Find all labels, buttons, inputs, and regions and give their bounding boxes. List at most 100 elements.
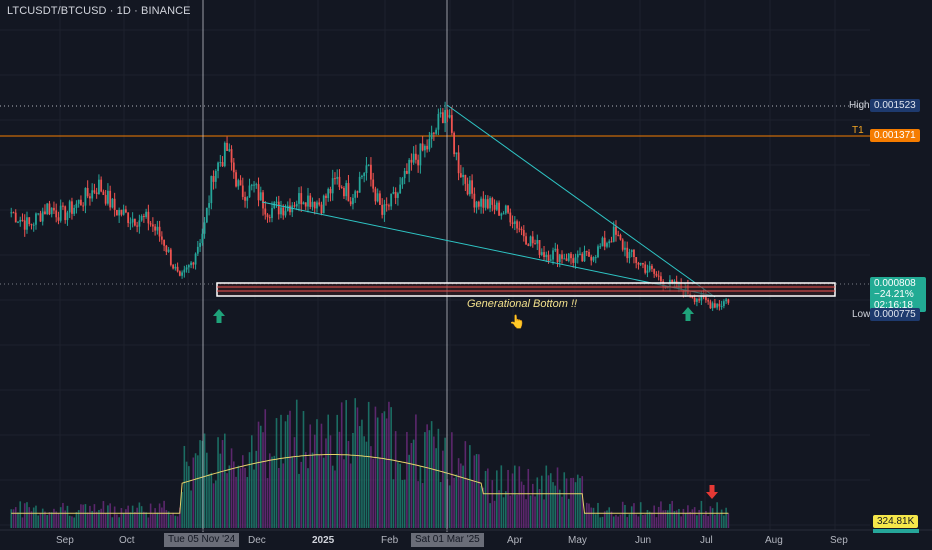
candle-body [203, 222, 206, 234]
volume-bar [224, 433, 226, 528]
volume-bar [266, 478, 269, 528]
candle-body [98, 179, 100, 195]
candle-body [673, 281, 676, 283]
volume-bar [538, 489, 541, 528]
volume-bar [129, 512, 132, 528]
candle-body [493, 204, 496, 210]
x-highlight-nov: Tue 05 Nov '24 [164, 533, 240, 547]
volume-bar [197, 455, 199, 528]
volume-bar [289, 410, 291, 528]
volume-bar [93, 504, 96, 528]
x-label-jul: Jul [700, 535, 713, 546]
volume-bar [549, 473, 552, 528]
candle-body [120, 209, 123, 215]
candle-body [293, 205, 296, 207]
candle-body [73, 207, 76, 214]
volume-bar [304, 452, 307, 528]
candle-body [151, 224, 154, 227]
volume-bar [601, 516, 604, 528]
candle-body [318, 202, 321, 205]
volume-bar [433, 436, 435, 528]
candle-body [471, 180, 473, 194]
volume-bar [107, 505, 109, 528]
candle-body [35, 213, 37, 225]
volume-bar [237, 465, 240, 528]
candle-body [545, 254, 548, 258]
candle-body [615, 226, 617, 235]
candle-body [129, 222, 132, 224]
candle-body [21, 219, 24, 221]
candle-body [57, 217, 60, 221]
candle-body [642, 262, 644, 265]
volume-bar [255, 450, 258, 528]
candle-body [397, 193, 399, 198]
volume-bar [720, 509, 723, 528]
candle-body [84, 187, 87, 206]
candle-body [610, 241, 613, 243]
bar-countdown: 02:16:18 [874, 300, 913, 311]
candle-body [275, 201, 278, 203]
candle-body [71, 201, 73, 214]
volume-bar [707, 516, 709, 528]
volume-bar [576, 474, 579, 528]
x-label-sep-2: Sep [830, 535, 848, 546]
volume-bar [363, 436, 365, 528]
candle-body [363, 173, 366, 176]
volume-bar [149, 503, 152, 528]
candle-body [271, 208, 273, 218]
volume-bar [428, 430, 431, 528]
x-label-aug: Aug [765, 535, 783, 546]
candle-body [298, 193, 300, 204]
candle-body [394, 192, 397, 198]
volume-bar [241, 455, 244, 528]
candle-body [695, 299, 698, 302]
candle-body [430, 132, 433, 140]
candle-body [264, 208, 267, 215]
volume-bar [30, 511, 33, 528]
candle-body [635, 257, 638, 263]
candle-body [376, 193, 379, 202]
volume-bar [588, 503, 590, 528]
volume-bar [361, 419, 363, 528]
candle-body [446, 110, 449, 118]
candle-body [466, 183, 469, 195]
volume-bar [345, 400, 348, 528]
candle-body [711, 303, 714, 309]
volume-bar [653, 505, 655, 528]
candle-body [304, 202, 307, 207]
volume-bar [570, 477, 572, 528]
candle-body [100, 179, 103, 192]
volume-bar [239, 468, 242, 528]
volume-bar [23, 503, 26, 528]
candle-body [601, 237, 604, 247]
volume-bar [624, 504, 626, 528]
candle-body [259, 192, 262, 201]
volume-bar [307, 468, 309, 528]
volume-bar [527, 468, 530, 528]
candle-body [59, 205, 62, 221]
candle-body [401, 178, 404, 185]
candle-body [570, 253, 572, 259]
candle-body [118, 209, 121, 216]
candle-body [455, 152, 458, 155]
volume-bar [556, 467, 559, 528]
arrow-down-icon [706, 485, 718, 499]
volume-bar [718, 514, 721, 528]
last-change: −24.21% [874, 289, 914, 300]
volume-bar [417, 481, 419, 528]
candle-body [556, 248, 559, 263]
volume-bar [531, 483, 534, 528]
volume-bar [158, 503, 161, 528]
candle-body [698, 299, 701, 301]
candle-body [257, 184, 260, 201]
volume-bar [219, 453, 222, 528]
candle-body [187, 265, 190, 268]
candle-body [657, 275, 660, 277]
candle-body [154, 226, 157, 231]
candle-body [93, 190, 96, 193]
candle-body [408, 159, 411, 174]
volume-bar [376, 417, 379, 528]
candle-body [295, 203, 298, 207]
candle-body [41, 211, 44, 222]
